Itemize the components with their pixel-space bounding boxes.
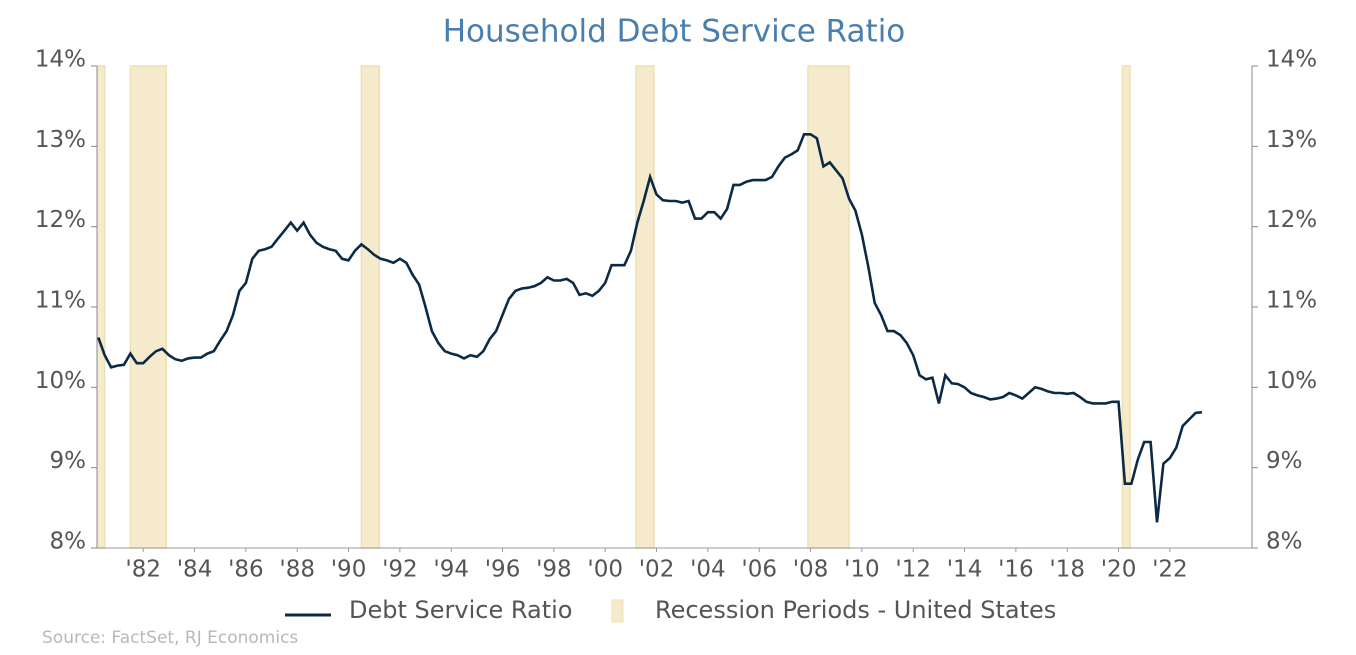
y2-tick-label: 13% [1266,127,1317,153]
y-tick-label: 8% [50,529,87,555]
y-tick-label: 11% [35,288,86,314]
x-tick-label: '06 [741,557,777,583]
series-line [97,133,1203,523]
x-tick-label: '86 [228,557,264,583]
y2-tick-label: 11% [1266,288,1317,314]
x-tick-label: '88 [279,557,315,583]
chart-title: Household Debt Service Ratio [443,14,906,50]
y2-tick-label: 12% [1266,207,1317,233]
x-tick-label: '14 [947,557,983,583]
recession-band [129,65,168,549]
recession-band [360,65,381,549]
x-tick-label: '94 [433,557,469,583]
x-tick-label: '82 [125,557,161,583]
source-note: Source: FactSet, RJ Economics [42,628,298,648]
x-tick-label: '00 [587,557,623,583]
y2-tick-label: 10% [1266,368,1317,394]
x-tick-label: '96 [485,557,521,583]
y2-tick-label: 14% [1266,47,1317,73]
legend-swatch [611,599,624,623]
recession-band [807,65,850,549]
y2-tick-label: 8% [1266,529,1303,555]
x-tick-label: '02 [639,557,675,583]
x-tick-label: '04 [690,557,726,583]
y-tick-label: 13% [35,127,86,153]
x-tick-label: '98 [536,557,572,583]
x-tick-label: '90 [331,557,367,583]
y-tick-label: 14% [35,47,86,73]
x-tick-label: '12 [895,557,931,583]
x-tick-label: '92 [382,557,418,583]
y-tick-label: 9% [50,448,87,474]
x-tick-label: '10 [844,557,880,583]
recession-band [635,65,655,549]
y2-tick-label: 9% [1266,448,1303,474]
x-tick-label: '16 [998,557,1034,583]
x-tick-label: '22 [1152,557,1188,583]
x-tick-label: '18 [1049,557,1085,583]
y-tick-label: 12% [35,207,86,233]
legend-label: Debt Service Ratio [349,596,572,624]
x-tick-label: '20 [1101,557,1137,583]
x-tick-label: '84 [177,557,213,583]
legend-label: Recession Periods - United States [655,596,1056,624]
y-tick-label: 10% [35,368,86,394]
plot-area [97,65,1131,549]
x-tick-label: '08 [793,557,829,583]
